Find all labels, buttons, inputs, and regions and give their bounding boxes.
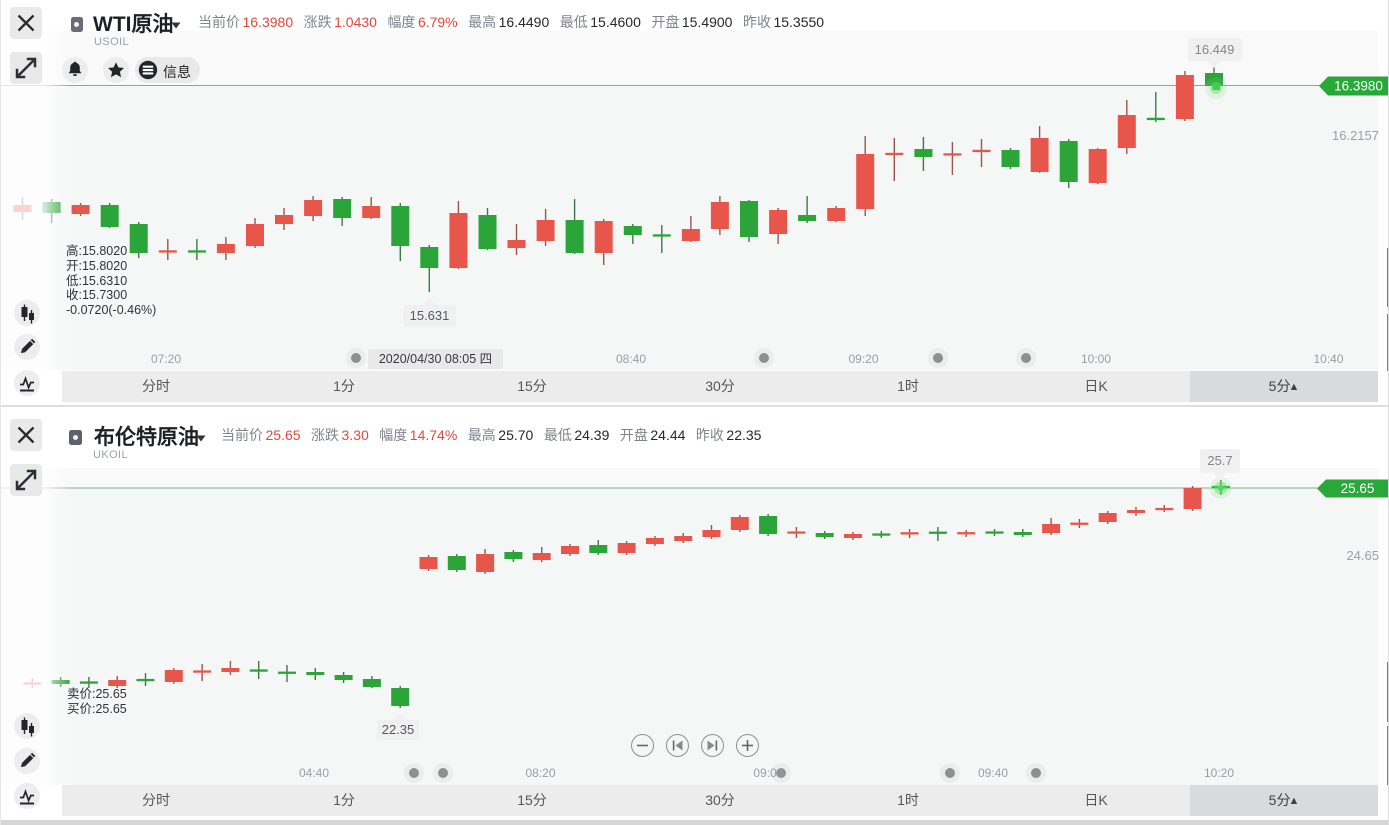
- svg-text:16.3980: 16.3980: [1334, 79, 1383, 94]
- svg-text:25.65: 25.65: [1341, 481, 1375, 496]
